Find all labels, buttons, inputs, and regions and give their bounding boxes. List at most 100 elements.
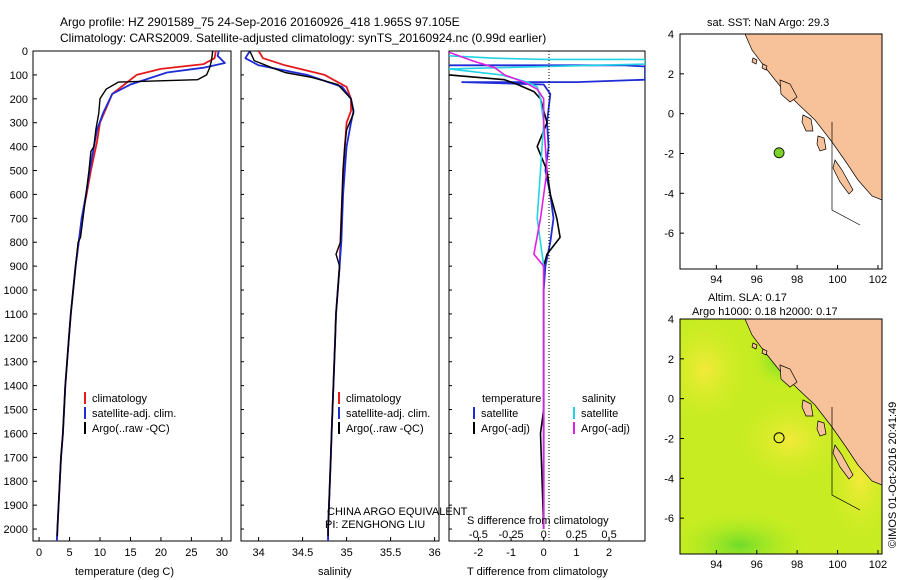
legend-satellite: satellite-adj. clim. <box>92 408 176 420</box>
sla-map-contour <box>831 407 861 511</box>
depth-axis: 0 100 200 300 400 500 600 700 800 900 1000 1100 1200… <box>4 46 452 536</box>
s-diff-tick-label: -0.5 <box>469 529 488 541</box>
sla-map-title-2: Argo h1000: 0.18 h2000: 0.17 <box>692 306 838 318</box>
header-line-2: Climatology: CARS2009. Satellite-adjuste… <box>60 31 546 45</box>
depth-tick-label: 900 <box>10 261 28 273</box>
x-tick-label: 35.5 <box>380 547 401 559</box>
depth-tick-label: 1600 <box>4 428 28 440</box>
s-diff-tick-label: 0.25 <box>566 529 587 541</box>
mentawai-island <box>832 444 854 480</box>
depth-tick-label: 1900 <box>4 500 28 512</box>
temperature-plot-frame <box>32 50 232 542</box>
x-tick-label: 1 <box>573 547 579 559</box>
sst-map-title: sat. SST: NaN Argo: 29.3 <box>707 17 829 29</box>
map-x-tick-label: 94 <box>710 559 722 571</box>
s-diff-tick-label: -0.25 <box>499 529 524 541</box>
x-tick-label: 36 <box>428 547 440 559</box>
sst-map-frame <box>679 33 883 270</box>
legend-salinity-heading: salinity <box>582 393 616 405</box>
map-y-tick-label: -2 <box>664 433 674 445</box>
depth-tick-label: 400 <box>10 142 28 154</box>
imos-caption: ©IMOS 01-Oct-2016 20:41:49 <box>887 402 899 548</box>
salinity-legend: climatology satellite-adj. clim. Argo(..… <box>338 392 430 435</box>
map-y-tick-label: -6 <box>664 513 674 525</box>
series-line-argo-raw-qc- <box>56 51 214 537</box>
temperature-x-label: temperature (deg C) <box>75 566 174 578</box>
sla-map-frame <box>679 318 883 555</box>
map-x-tick-label: 96 <box>751 274 763 286</box>
map-y-tick-label: 4 <box>668 314 674 326</box>
depth-tick-label: 1500 <box>4 405 28 417</box>
map-x-tick-label: 100 <box>828 559 846 571</box>
sst-map-axes: 94 96 98 100 102 4 2 0 -2 -4 -6 <box>664 29 887 286</box>
x-tick-label: 0 <box>541 547 547 559</box>
x-tick-label: 35 <box>340 547 352 559</box>
map-y-tick-label: -4 <box>664 473 674 485</box>
map-y-tick-label: 2 <box>668 354 674 366</box>
salinity-plot-frame <box>240 50 440 542</box>
depth-tick-label: 2000 <box>4 524 28 536</box>
map-y-tick-label: -4 <box>664 188 674 200</box>
salinity-series <box>244 51 355 541</box>
simeulue-island <box>779 79 798 103</box>
pi-annotation: PI: ZENGHONG LIU <box>325 519 425 531</box>
legend-argo: Argo(..raw -QC) <box>92 423 170 435</box>
difference-x-axis: -2 -1 0 1 2 -0.5 -0.25 0 0.25 0.5 <box>469 529 617 559</box>
x-tick-label: 5 <box>66 547 72 559</box>
series-line-satellite-adj-clim- <box>55 51 226 541</box>
legend-satellite: satellite-adj. clim. <box>346 408 430 420</box>
map-x-tick-label: 98 <box>791 559 803 571</box>
map-y-tick-label: -6 <box>664 228 674 240</box>
depth-tick-label: 500 <box>10 166 28 178</box>
nias-island <box>801 114 814 132</box>
depth-tick-label: 700 <box>10 213 28 225</box>
map-y-tick-label: 0 <box>668 394 674 406</box>
legend-t-satellite: satellite <box>481 408 518 420</box>
map-x-tick-label: 98 <box>791 274 803 286</box>
sla-map-axes: 94 96 98 100 102 4 2 0 -2 -4 -6 <box>664 314 887 571</box>
difference-legend: temperature satellite Argo(-adj) salinit… <box>473 393 630 435</box>
batu-island <box>816 420 827 437</box>
x-tick-label: 30 <box>216 547 228 559</box>
map-x-tick-label: 94 <box>710 274 722 286</box>
batu-island <box>816 135 827 152</box>
legend-climatology: climatology <box>92 393 148 405</box>
legend-argo: Argo(..raw -QC) <box>346 423 424 435</box>
mentawai-island <box>832 159 854 195</box>
sla-low-patch <box>680 510 810 554</box>
salinity-x-label: salinity <box>318 566 352 578</box>
x-tick-label: 25 <box>185 547 197 559</box>
sla-high-patch <box>680 320 745 420</box>
salinity-x-axis: 34 34.5 35 35.5 36 <box>252 537 441 559</box>
legend-t-argo: Argo(-adj) <box>481 423 530 435</box>
s-diff-tick-label: 0.5 <box>601 529 616 541</box>
depth-tick-label: 1700 <box>4 452 28 464</box>
series-line-salinity-argo-adj- <box>449 51 548 529</box>
depth-tick-label: 200 <box>10 94 28 106</box>
difference-plot-frame <box>448 50 646 542</box>
sla-map-title-1: Altim. SLA: 0.17 <box>708 292 787 304</box>
difference-series <box>449 51 645 530</box>
sla-high-patch-2 <box>740 400 840 480</box>
depth-tick-label: 0 <box>22 46 28 58</box>
simeulue-island <box>779 364 798 388</box>
x-tick-label: 0 <box>36 547 42 559</box>
nias-island <box>801 399 814 417</box>
sst-map-body <box>680 34 882 269</box>
map-y-tick-label: 2 <box>668 69 674 81</box>
x-tick-label: 10 <box>94 547 106 559</box>
legend-s-satellite: satellite <box>581 408 618 420</box>
difference-top-label: S difference from climatology <box>467 515 609 527</box>
depth-tick-label: 1100 <box>4 309 28 321</box>
small-islands <box>751 57 768 71</box>
x-tick-label: 2 <box>606 547 612 559</box>
sst-map-contour <box>831 122 861 226</box>
depth-tick-label: 100 <box>10 70 28 82</box>
temperature-series <box>55 51 226 541</box>
map-y-tick-label: 0 <box>668 109 674 121</box>
s-diff-tick-label: 0 <box>541 529 547 541</box>
x-tick-label: 34.5 <box>292 547 313 559</box>
temperature-legend: climatology satellite-adj. clim. Argo(..… <box>84 392 176 435</box>
small-islands <box>751 342 768 356</box>
